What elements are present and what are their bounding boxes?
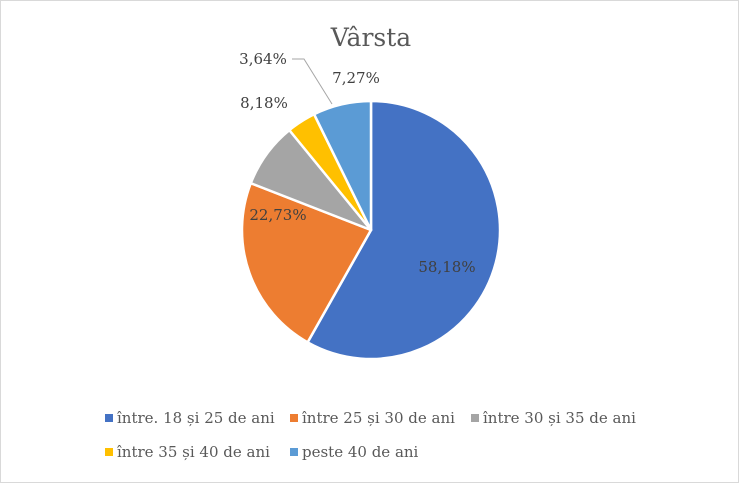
pie-slices (240, 99, 502, 361)
legend-swatch-5 (290, 448, 298, 456)
legend-swatch-1 (105, 414, 113, 422)
data-label-5: 7,27% (332, 69, 380, 87)
pie-slice-1 (306, 99, 502, 361)
chart-title: Vârsta (330, 23, 411, 52)
legend-label-2: între 25 și 30 de ani (302, 409, 455, 427)
legend-label-1: între. 18 și 25 de ani (117, 409, 275, 427)
data-label-4: 3,64% (239, 50, 287, 68)
leader-line-4 (292, 58, 333, 105)
legend-label-5: peste 40 de ani (302, 443, 419, 461)
legend-label-4: între 35 și 40 de ani (117, 443, 270, 461)
leader-lines (292, 58, 333, 105)
data-label-2: 22,73% (249, 206, 306, 224)
legend-swatch-2 (290, 414, 298, 422)
legend-label-3: între 30 și 35 de ani (483, 409, 636, 427)
data-label-3: 8,18% (240, 94, 288, 112)
pie-slice-5 (312, 99, 373, 232)
pie-slice-2 (240, 181, 373, 344)
data-labels: 58,18% 22,73% 8,18% 3,64% 7,27% (239, 50, 475, 276)
data-label-1: 58,18% (418, 258, 475, 276)
legend-swatch-4 (105, 448, 113, 456)
legend-swatch-3 (471, 414, 479, 422)
legend: între. 18 și 25 de ani între 25 și 30 de … (105, 409, 636, 461)
